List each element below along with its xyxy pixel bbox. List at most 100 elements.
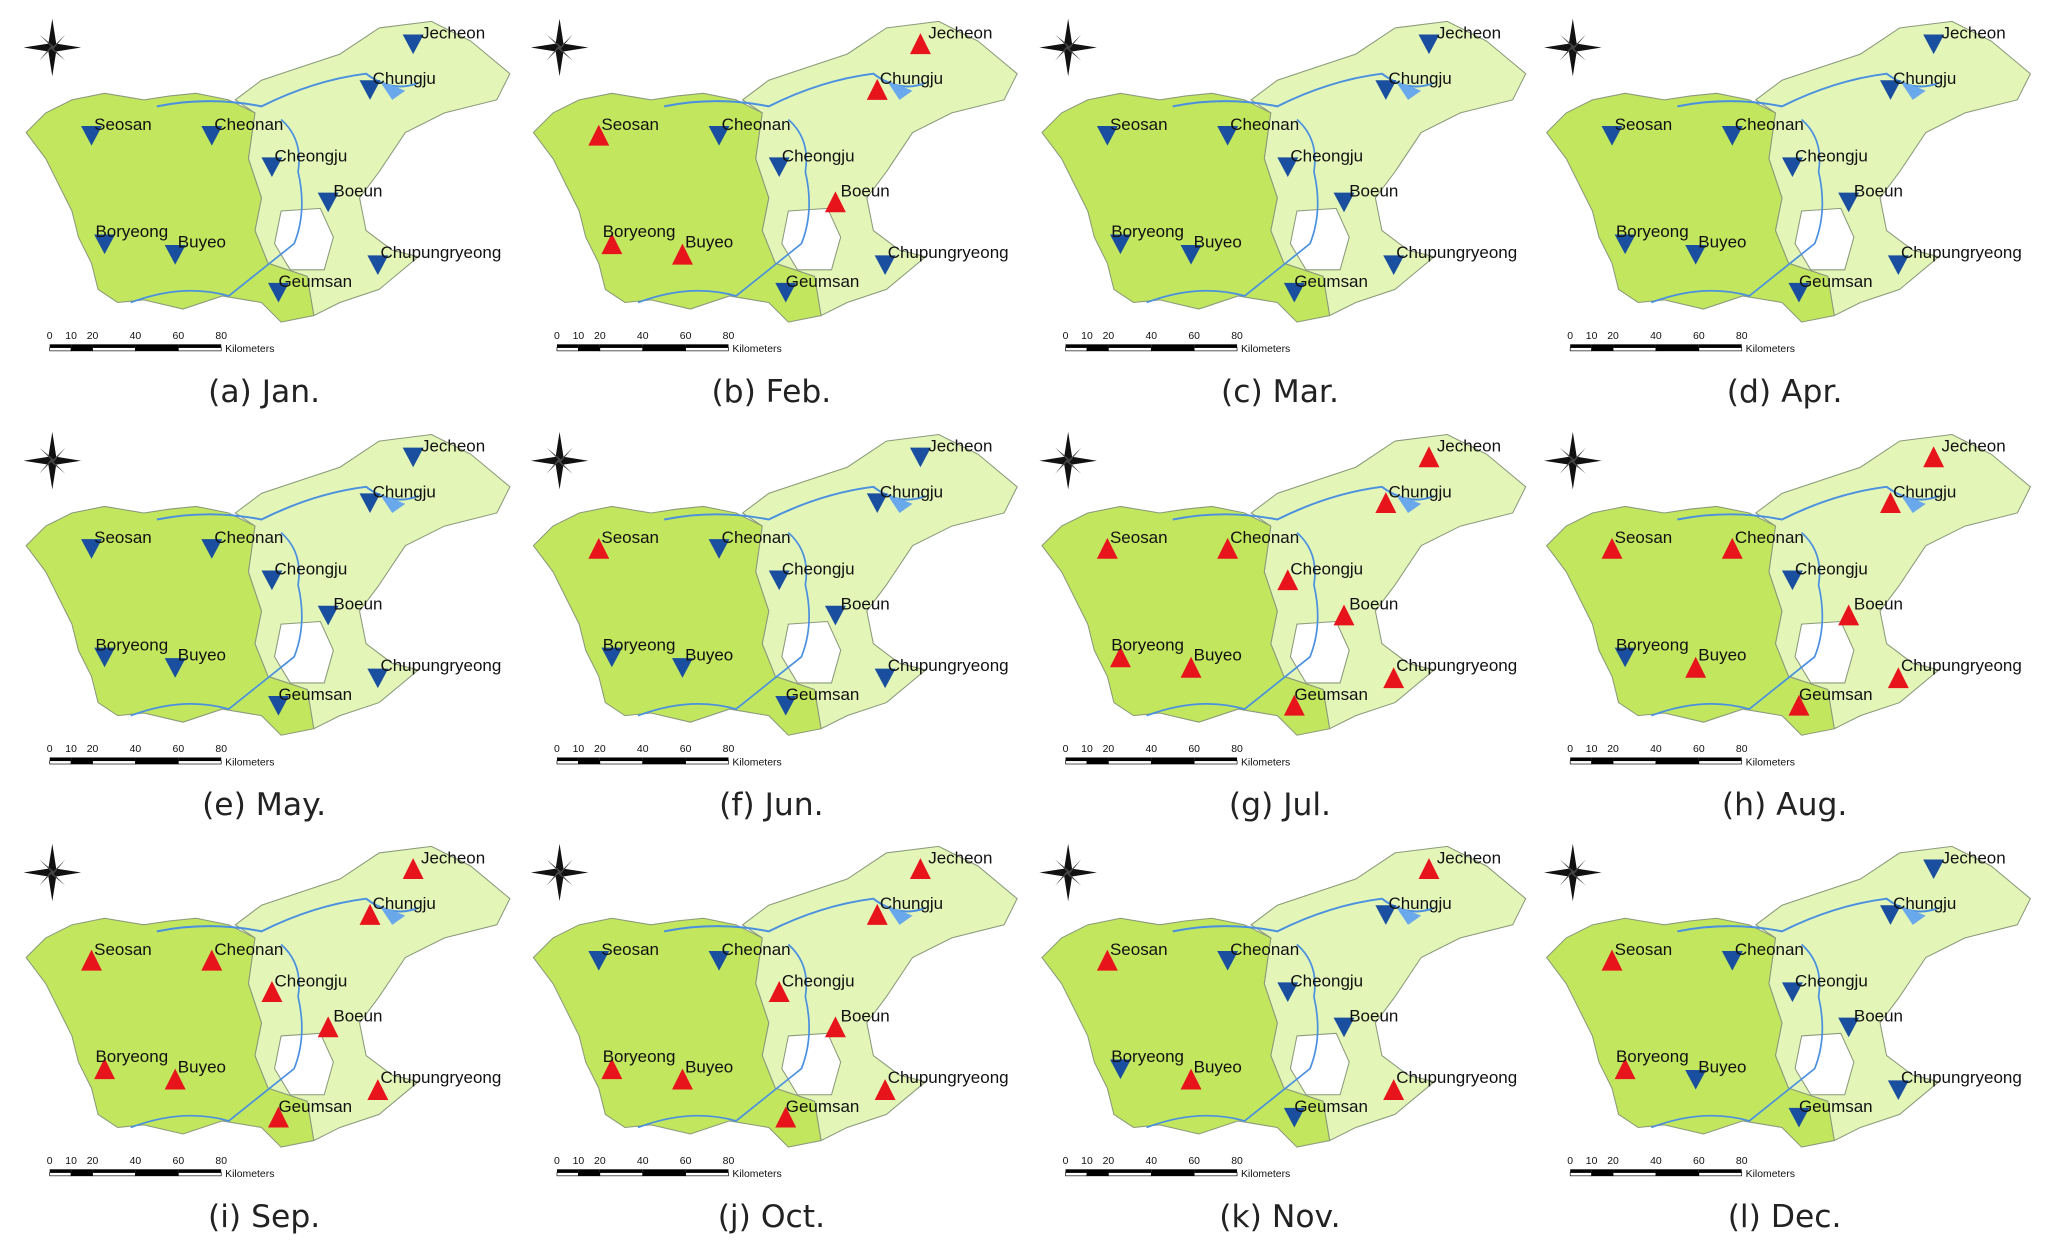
station-label: Chungju [373, 482, 436, 501]
trend-up [824, 191, 846, 213]
station-label: Chungju [1893, 894, 1956, 913]
scale-segment [556, 1169, 579, 1173]
scale-tick-label: 80 [215, 744, 227, 755]
station-label: Geumsan [1294, 1097, 1368, 1116]
station-label: Jecheon [928, 848, 992, 867]
trend-up [672, 243, 693, 265]
station-label: Chupungryeong [1901, 243, 2022, 262]
scale-tick-label: 10 [573, 744, 585, 755]
trend-down [1375, 905, 1397, 925]
scale-tick-label: 80 [1736, 744, 1748, 755]
scale-segment [178, 344, 222, 348]
base-map [1543, 17, 2032, 324]
station-label: Seosan [601, 115, 659, 134]
trend-down [1685, 244, 1707, 265]
trend-down [708, 950, 730, 971]
station-label: Chungju [373, 894, 436, 913]
scale-tick-label: 40 [1650, 1156, 1662, 1167]
station-label: Chungju [373, 69, 436, 88]
trend-up [1614, 1058, 1636, 1080]
scale-segment [1108, 1172, 1152, 1177]
scale-segment [685, 757, 729, 761]
station-label: Seosan [1615, 115, 1673, 134]
scale-tick-label: 0 [1063, 331, 1069, 342]
scale-segment [1612, 1172, 1657, 1177]
panel-caption: (e) May. [202, 787, 326, 823]
trend-up [1333, 604, 1355, 626]
trend-down [94, 234, 116, 255]
trend-up [1217, 537, 1239, 559]
station-label: Chupungryeong [1396, 656, 1517, 675]
trend-down [588, 950, 610, 971]
station-label: Seosan [601, 528, 659, 547]
scale-segment [1151, 757, 1195, 761]
scale-segment [71, 757, 93, 761]
scale-unit: Kilometers [1746, 757, 1795, 768]
scale-tick-label: 60 [1188, 1156, 1200, 1167]
trend-down [1180, 244, 1202, 265]
scale-segment [49, 757, 72, 761]
scale-segment [135, 757, 179, 761]
trend-down [1283, 1107, 1305, 1128]
trend-down [367, 255, 389, 276]
station-label: Boeun [841, 595, 890, 614]
trend-down [1788, 1107, 1810, 1128]
scale-tick-label: 10 [65, 744, 77, 755]
scale-tick-label: 40 [637, 744, 649, 755]
scale-segment [685, 760, 729, 765]
scale-segment [1086, 1172, 1109, 1177]
scale-segment [1570, 344, 1592, 348]
trend-up [909, 858, 931, 880]
station-label: Cheongju [1290, 146, 1363, 165]
trend-down [768, 570, 790, 591]
scale-tick-label: 60 [173, 744, 185, 755]
scale-unit: Kilometers [1746, 344, 1795, 355]
station-label: Cheongju [1795, 146, 1868, 165]
map-panel: Jecheon Chungju Seosan Cheonan Cheongju Boeun… [529, 17, 1019, 410]
scale-segment [1655, 760, 1700, 765]
trend-down [1418, 34, 1440, 55]
trend-down [268, 696, 289, 716]
panel-caption: (j) Oct. [718, 1199, 825, 1235]
scale-segment [642, 344, 686, 348]
station-label: Boryeong [95, 222, 168, 241]
panel-caption: (f) Jun. [719, 787, 823, 823]
scale-segment [92, 347, 136, 352]
station-label: Jecheon [1437, 848, 1501, 867]
trend-down [367, 668, 389, 689]
scale-segment [49, 347, 72, 352]
scale-segment [135, 344, 179, 348]
station-label: Boeun [1349, 182, 1398, 201]
station-label: Boeun [1349, 1007, 1398, 1026]
scale-unit: Kilometers [225, 1169, 274, 1180]
trend-down [1781, 570, 1803, 591]
scale-segment [578, 344, 600, 348]
trend-up [1887, 667, 1909, 689]
station-label: Boryeong [1616, 222, 1689, 241]
trend-down [708, 125, 730, 146]
trend-down [1788, 282, 1810, 303]
station-label: Boryeong [1111, 1047, 1184, 1066]
scale-tick-label: 60 [173, 331, 185, 342]
base-map [22, 17, 511, 324]
scale-segment [1570, 757, 1592, 761]
station-label: Boryeong [603, 1047, 676, 1066]
trend-up [874, 1079, 896, 1101]
map-panel: Jecheon Chungju Seosan Cheonan Cheongju Boeun… [1543, 17, 2032, 410]
trend-up [866, 78, 888, 100]
trend-up [601, 233, 623, 255]
trend-up [1685, 656, 1707, 678]
scale-unit: Kilometers [732, 757, 781, 768]
scale-tick-label: 0 [554, 744, 560, 755]
station-label: Buyeo [1698, 1058, 1746, 1077]
panel-caption: (c) Mar. [1221, 374, 1339, 410]
station-label: Geumsan [786, 272, 860, 291]
scale-segment [1194, 757, 1238, 761]
trend-down [1217, 125, 1239, 146]
trend-down [317, 605, 339, 626]
scale-segment [1655, 1169, 1699, 1173]
scale-tick-label: 0 [1063, 744, 1069, 755]
station-label: Chupungryeong [1396, 1068, 1517, 1087]
scale-segment [1065, 1172, 1088, 1177]
trend-up [268, 1106, 289, 1128]
